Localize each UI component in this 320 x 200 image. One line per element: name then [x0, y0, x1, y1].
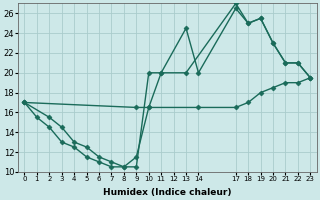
X-axis label: Humidex (Indice chaleur): Humidex (Indice chaleur) — [103, 188, 232, 197]
